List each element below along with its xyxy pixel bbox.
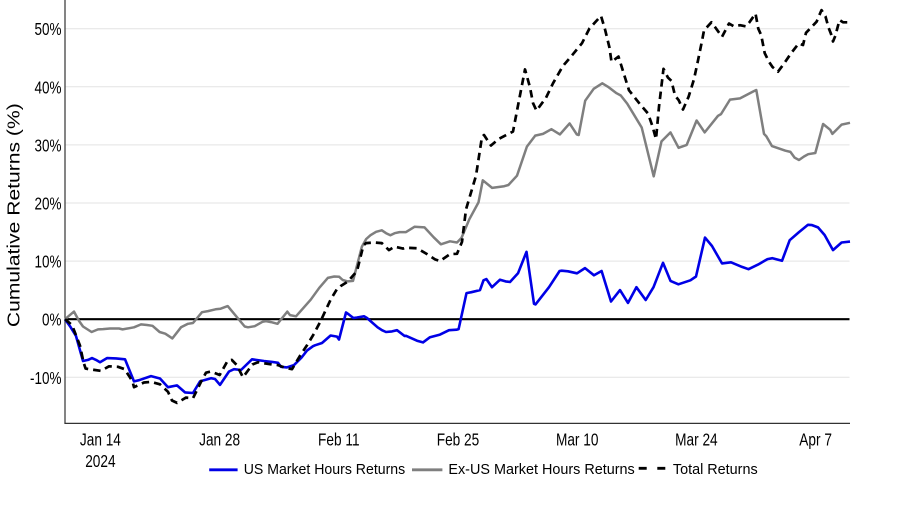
svg-text:Total Returns: Total Returns xyxy=(673,462,758,478)
svg-text:0%: 0% xyxy=(42,311,61,330)
svg-text:Mar 10: Mar 10 xyxy=(556,431,599,450)
svg-text:Ex-US Market Hours Returns: Ex-US Market Hours Returns xyxy=(448,462,634,478)
svg-text:Feb 25: Feb 25 xyxy=(437,431,480,450)
svg-text:US Market Hours Returns: US Market Hours Returns xyxy=(244,462,405,478)
svg-text:30%: 30% xyxy=(35,137,62,156)
svg-text:Apr 7: Apr 7 xyxy=(799,431,832,450)
svg-text:-10%: -10% xyxy=(30,369,61,388)
svg-text:Jan 28: Jan 28 xyxy=(199,431,240,450)
svg-text:20%: 20% xyxy=(35,195,62,214)
svg-text:10%: 10% xyxy=(35,253,62,272)
svg-text:2024: 2024 xyxy=(85,453,116,472)
svg-text:40%: 40% xyxy=(35,79,62,98)
svg-text:Jan 14: Jan 14 xyxy=(80,431,121,450)
svg-text:Cumulative Returns (%): Cumulative Returns (%) xyxy=(5,103,24,327)
svg-text:Mar 24: Mar 24 xyxy=(675,431,718,450)
svg-text:50%: 50% xyxy=(35,20,62,39)
svg-text:Feb 11: Feb 11 xyxy=(318,431,359,450)
